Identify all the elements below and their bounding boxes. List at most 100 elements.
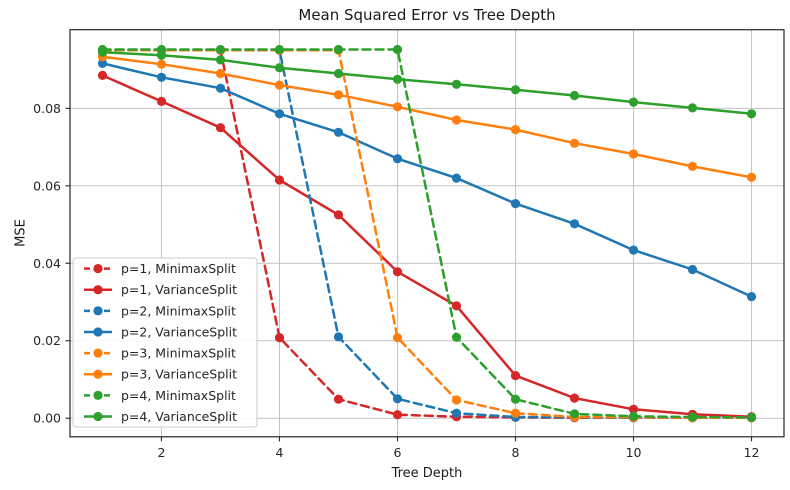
y-tick-label: 0.00 — [33, 411, 61, 426]
x-axis-label: Tree Depth — [391, 466, 463, 481]
legend-label: p=1, MinimaxSplit — [121, 261, 236, 276]
legend-box — [72, 257, 258, 428]
legend-marker-icon — [93, 390, 103, 400]
data-point — [97, 70, 108, 80]
legend-item: p=3, VarianceSplit — [84, 367, 237, 382]
data-point — [215, 68, 226, 79]
legend-marker-icon — [93, 306, 103, 316]
data-point — [628, 404, 639, 414]
data-point — [392, 102, 403, 112]
data-point — [333, 68, 344, 79]
data-point — [333, 210, 344, 220]
data-point — [510, 394, 521, 404]
data-point — [510, 199, 521, 209]
x-tick-label: 8 — [512, 445, 520, 460]
series-line-6 — [101, 48, 753, 419]
x-tick-label: 6 — [394, 445, 402, 460]
legend-marker-icon — [93, 285, 103, 295]
data-point — [510, 125, 521, 135]
x-tick-label: 2 — [157, 445, 165, 460]
data-point — [215, 44, 226, 55]
data-point — [687, 103, 698, 113]
data-point — [333, 44, 344, 55]
data-point — [510, 371, 521, 381]
plot-spines — [69, 29, 785, 438]
data-point — [746, 412, 757, 422]
data-point — [392, 267, 403, 277]
data-point — [215, 55, 226, 65]
data-point — [215, 123, 226, 133]
legend-item: p=2, VarianceSplit — [84, 324, 237, 339]
data-point — [746, 109, 757, 119]
data-point — [451, 173, 462, 183]
data-point — [333, 90, 344, 100]
data-point — [510, 408, 521, 418]
data-point — [274, 333, 285, 343]
data-point — [628, 97, 639, 107]
data-point — [156, 72, 167, 82]
x-tick-label: 10 — [626, 445, 642, 460]
data-point — [333, 332, 344, 342]
legend-label: p=3, MinimaxSplit — [121, 346, 236, 361]
y-tick-label: 0.08 — [33, 101, 61, 116]
data-point — [97, 58, 108, 68]
legend-marker-icon — [93, 327, 103, 337]
data-point — [628, 245, 639, 255]
data-point — [569, 409, 580, 419]
data-point — [451, 79, 462, 89]
data-point — [687, 412, 698, 422]
data-point — [274, 44, 285, 55]
data-point — [687, 161, 698, 171]
series-line-1 — [101, 74, 753, 418]
data-point — [392, 154, 403, 164]
series-line-7 — [101, 50, 753, 116]
series-line-5 — [101, 55, 753, 179]
legend-label: p=1, VarianceSplit — [121, 282, 237, 297]
data-point — [215, 83, 226, 93]
data-point — [569, 393, 580, 403]
data-point — [451, 332, 462, 342]
data-point — [746, 172, 757, 182]
legend-label: p=4, MinimaxSplit — [121, 388, 236, 403]
legend-item: p=1, VarianceSplit — [84, 282, 237, 297]
data-point — [451, 395, 462, 405]
data-point — [274, 109, 285, 119]
legend-label: p=3, VarianceSplit — [121, 367, 237, 382]
data-point — [274, 63, 285, 73]
data-point — [156, 50, 167, 60]
y-tick-label: 0.02 — [33, 333, 61, 348]
legend-label: p=2, MinimaxSplit — [121, 303, 236, 318]
data-point — [569, 90, 580, 101]
data-point — [392, 44, 403, 55]
legend: p=1, MinimaxSplit p=1, VarianceSplit p=2, … — [72, 257, 258, 428]
data-point — [628, 411, 639, 421]
legend-item: p=3, MinimaxSplit — [84, 346, 236, 361]
x-tick-label: 4 — [276, 445, 284, 460]
data-point — [746, 292, 757, 302]
chart-title: Mean Squared Error vs Tree Depth — [298, 6, 556, 24]
data-point — [333, 394, 344, 404]
legend-item: p=2, MinimaxSplit — [84, 303, 236, 318]
data-point — [156, 59, 167, 69]
y-axis-label: MSE — [13, 219, 29, 247]
legend-marker-icon — [93, 369, 103, 379]
data-point — [451, 115, 462, 125]
y-tick-label: 0.04 — [33, 256, 61, 271]
data-point — [274, 80, 285, 90]
data-point — [687, 264, 698, 275]
x-tick-label: 12 — [744, 445, 760, 460]
data-point — [569, 219, 580, 229]
data-point — [392, 410, 403, 420]
data-point — [97, 47, 108, 57]
legend-label: p=4, VarianceSplit — [121, 409, 237, 424]
legend-item: p=4, MinimaxSplit — [84, 388, 236, 403]
data-point — [333, 127, 344, 137]
data-point — [392, 333, 403, 343]
legend-label: p=2, VarianceSplit — [121, 324, 237, 339]
data-point — [510, 85, 521, 95]
series-line-3 — [101, 62, 753, 298]
data-point — [392, 74, 403, 84]
data-point — [569, 138, 580, 148]
